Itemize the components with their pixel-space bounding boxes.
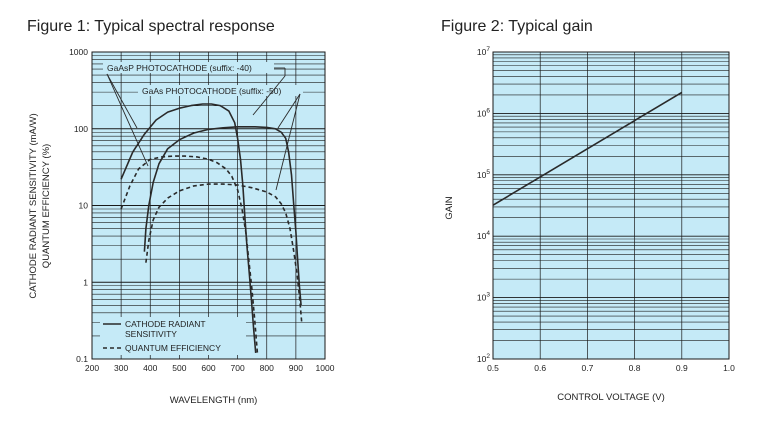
- fig1-x-axis-label: WAVELENGTH (nm): [170, 395, 258, 406]
- fig2-y-tick-label: 107: [477, 46, 490, 57]
- fig1-annotation-leader: [106, 73, 149, 167]
- fig2-x-tick-label: 0.7: [581, 363, 593, 373]
- fig1-annotation-leader: [106, 73, 138, 129]
- fig1-y-axis-label-line1: CATHODE RADIANT SENSITIVITY (mA/W): [28, 113, 39, 298]
- fig2-plot-area: [493, 52, 729, 359]
- fig2-frame: [492, 51, 730, 360]
- fig1-x-tick-label: 700: [231, 363, 245, 373]
- fig1-x-tick-label: 600: [201, 363, 215, 373]
- fig1-annotation-leader: [277, 93, 301, 129]
- fig2-x-tick-label: 1.0: [723, 363, 735, 373]
- fig1-series-line: [145, 183, 303, 323]
- fig1-series-line: [143, 126, 302, 306]
- fig1-y-tick-label: 1: [83, 277, 88, 287]
- fig2-x-axis-label: CONTROL VOLTAGE (V): [557, 392, 665, 403]
- fig1-legend-box: [100, 317, 246, 355]
- fig1-legend-label: QUANTUM EFFICIENCY: [125, 343, 221, 353]
- fig1-annotation-gaas: GaAs PHOTOCATHODE (suffix: -50): [142, 86, 282, 96]
- figure-2-title: Figure 2: Typical gain: [441, 18, 593, 35]
- fig1-annotation-bg: [103, 62, 274, 73]
- fig1-x-tick-label: 200: [85, 363, 99, 373]
- fig1-x-tick-label: 1000: [316, 363, 335, 373]
- fig2-y-tick-label: 102: [477, 353, 490, 364]
- fig2-x-tick-label: 0.8: [629, 363, 641, 373]
- fig1-annotation-gaasp: GaAsP PHOTOCATHODE (suffix: -40): [107, 63, 252, 73]
- fig1-series-line: [120, 155, 259, 353]
- fig2-y-tick-label: 105: [477, 169, 490, 180]
- fig1-y-tick-label: 0.1: [76, 354, 88, 364]
- fig1-series-line: [120, 103, 257, 353]
- figure-1-title: Figure 1: Typical spectral response: [27, 18, 275, 35]
- fig1-y-tick-label: 100: [74, 124, 88, 134]
- fig2-y-tick-label: 104: [477, 230, 490, 241]
- fig2-x-tick-label: 0.6: [534, 363, 546, 373]
- fig2-y-axis-label: GAIN: [444, 196, 455, 219]
- fig1-legend-label: SENSITIVITY: [125, 329, 177, 339]
- fig1-annotation-leader: [275, 93, 301, 191]
- fig2-y-tick-label: 103: [477, 292, 490, 303]
- fig2-x-tick-label: 0.5: [487, 363, 499, 373]
- fig1-y-tick-label: 10: [79, 201, 89, 211]
- fig1-x-tick-label: 400: [143, 363, 157, 373]
- fig1-x-tick-label: 800: [260, 363, 274, 373]
- fig1-frame: [91, 51, 326, 360]
- fig2-x-tick-label: 0.9: [676, 363, 688, 373]
- fig1-x-tick-label: 300: [114, 363, 128, 373]
- fig1-annotation-bg: [138, 85, 303, 96]
- fig1-x-tick-label: 500: [172, 363, 186, 373]
- fig2-y-tick-label: 106: [477, 107, 490, 118]
- fig1-annotation-leader: [252, 75, 286, 116]
- fig1-x-tick-label: 900: [289, 363, 303, 373]
- fig1-y-axis-label-line2: QUANTUM EFFICIENCY (%): [41, 144, 52, 268]
- fig1-y-tick-label: 1000: [69, 47, 88, 57]
- fig1-legend-label: CATHODE RADIANT: [125, 319, 206, 329]
- fig2-gain-line: [492, 91, 683, 206]
